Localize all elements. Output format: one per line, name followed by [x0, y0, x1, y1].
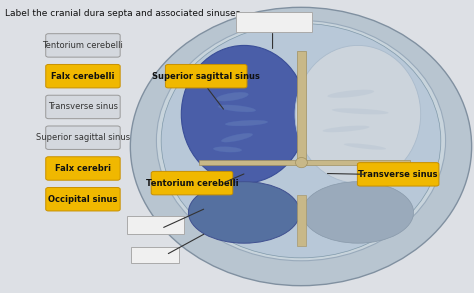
Text: Label the cranial dura septa and associated sinuses.: Label the cranial dura septa and associa…	[5, 9, 243, 18]
FancyBboxPatch shape	[297, 195, 306, 246]
FancyBboxPatch shape	[46, 95, 120, 119]
Ellipse shape	[156, 21, 446, 261]
FancyBboxPatch shape	[357, 163, 439, 186]
Ellipse shape	[216, 92, 248, 101]
FancyBboxPatch shape	[165, 64, 247, 88]
Ellipse shape	[322, 126, 370, 132]
Text: Falx cerebri: Falx cerebri	[55, 164, 111, 173]
Text: Occipital sinus: Occipital sinus	[48, 195, 118, 204]
FancyBboxPatch shape	[297, 51, 306, 163]
Ellipse shape	[221, 133, 253, 142]
FancyBboxPatch shape	[137, 0, 474, 293]
FancyBboxPatch shape	[46, 126, 120, 149]
Ellipse shape	[213, 147, 242, 152]
Text: Transverse sinus: Transverse sinus	[358, 170, 438, 179]
Text: Tentorium cerebelli: Tentorium cerebelli	[43, 41, 123, 50]
FancyBboxPatch shape	[127, 216, 184, 234]
Ellipse shape	[181, 45, 307, 183]
Text: Transverse sinus: Transverse sinus	[48, 103, 118, 111]
Ellipse shape	[130, 7, 472, 286]
Ellipse shape	[296, 158, 307, 168]
Ellipse shape	[332, 108, 389, 114]
FancyBboxPatch shape	[306, 160, 410, 165]
Text: Tentorium cerebelli: Tentorium cerebelli	[146, 179, 238, 188]
Ellipse shape	[161, 23, 441, 258]
Ellipse shape	[295, 45, 421, 183]
Ellipse shape	[302, 182, 413, 243]
FancyBboxPatch shape	[46, 34, 120, 57]
FancyBboxPatch shape	[236, 12, 312, 32]
FancyBboxPatch shape	[46, 188, 120, 211]
FancyBboxPatch shape	[131, 247, 179, 263]
Ellipse shape	[344, 143, 386, 150]
FancyBboxPatch shape	[46, 157, 120, 180]
FancyBboxPatch shape	[151, 171, 233, 195]
Ellipse shape	[219, 105, 255, 112]
Ellipse shape	[188, 182, 300, 243]
Ellipse shape	[225, 76, 249, 82]
Ellipse shape	[225, 120, 268, 126]
Text: Superior sagittal sinus: Superior sagittal sinus	[152, 72, 260, 81]
Ellipse shape	[328, 90, 374, 98]
FancyBboxPatch shape	[46, 64, 120, 88]
Text: Superior sagittal sinus: Superior sagittal sinus	[36, 133, 130, 142]
FancyBboxPatch shape	[199, 160, 299, 165]
Text: Falx cerebelli: Falx cerebelli	[51, 72, 115, 81]
